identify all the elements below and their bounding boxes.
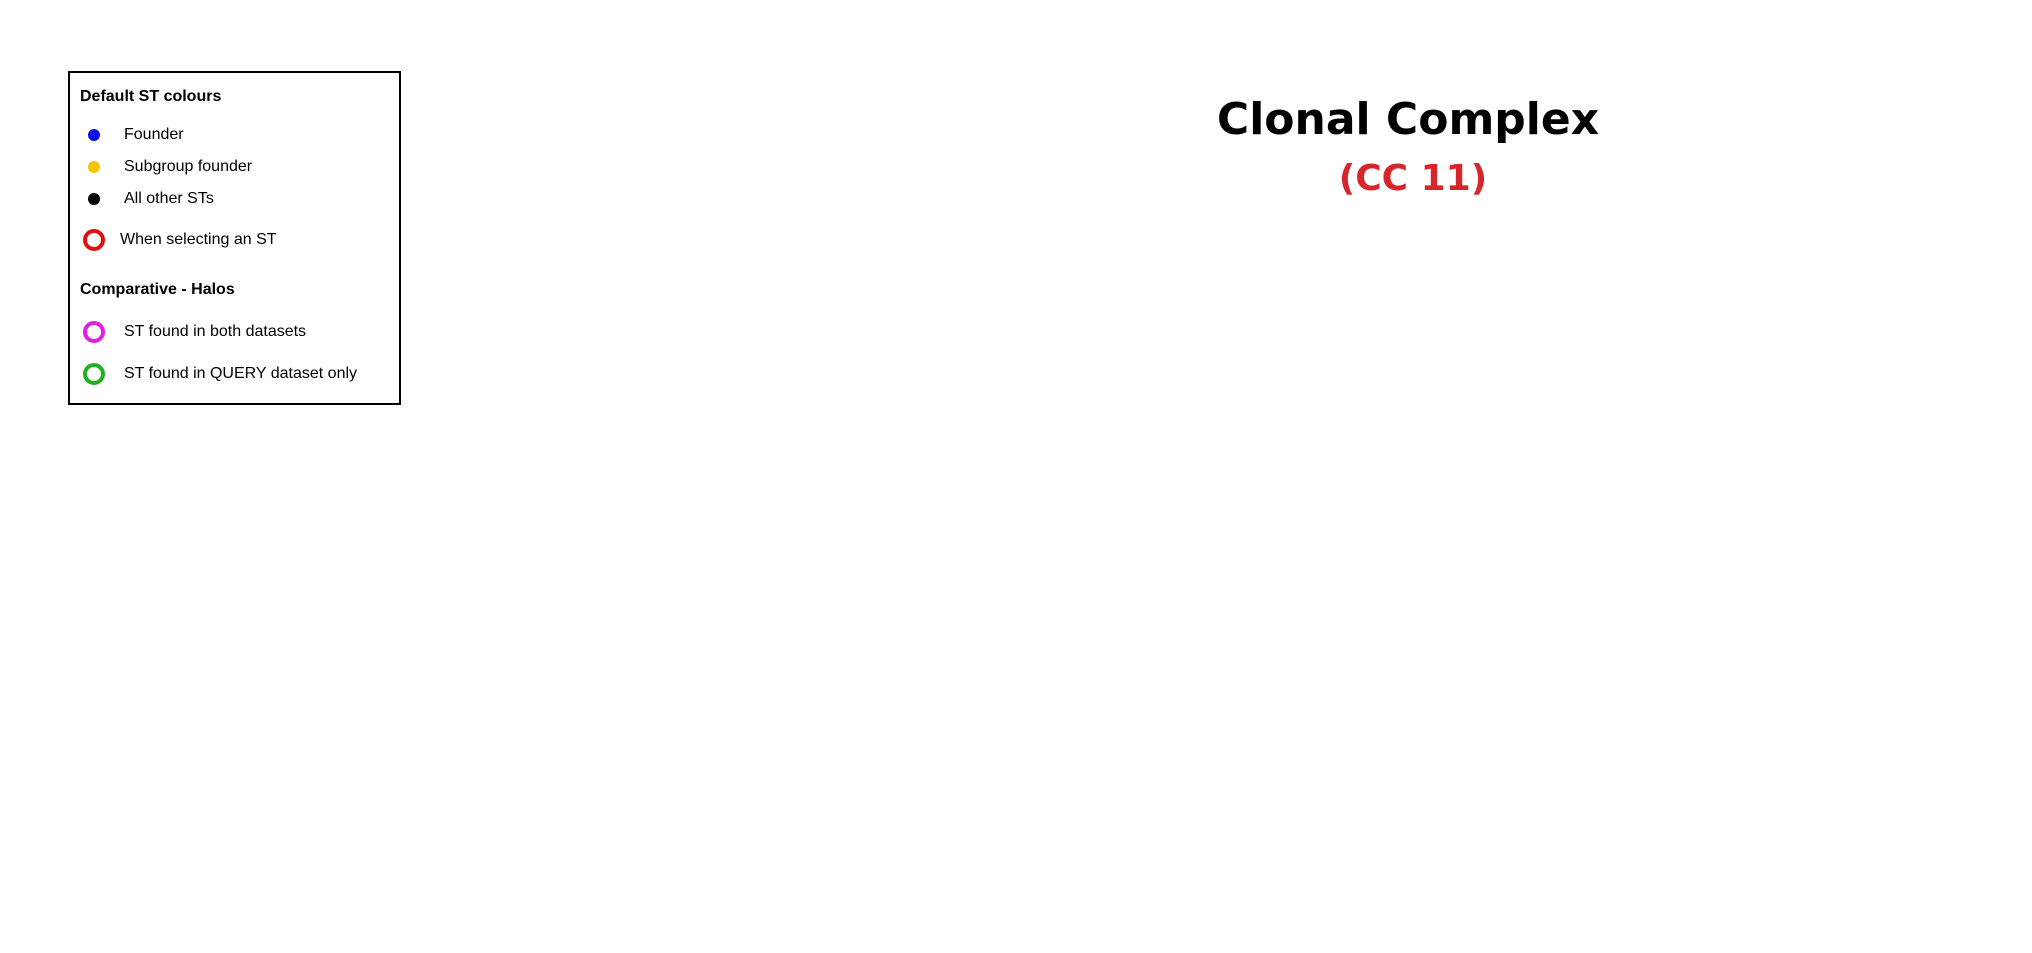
legend-item: Subgroup founder: [124, 158, 253, 175]
legend-section-title: Comparative - Halos: [80, 281, 235, 298]
legend-swatch: [88, 161, 100, 173]
legend: Default ST colours Founder Subgroup foun…: [68, 71, 401, 405]
legend-swatch: [88, 129, 100, 141]
legend-swatch: [88, 193, 100, 205]
title: Clonal Complex: [1217, 94, 1599, 145]
legend-item: All other STs: [124, 190, 214, 207]
legend-box: [68, 71, 401, 405]
legend-swatch: [83, 229, 105, 251]
legend-item: ST found in QUERY dataset only: [124, 365, 357, 382]
legend-item: Founder: [124, 126, 184, 143]
legend-item: When selecting an ST: [120, 231, 277, 248]
legend-item: ST found in both datasets: [124, 323, 306, 340]
subtitle: (CC 11): [1339, 158, 1487, 199]
legend-swatch: [83, 321, 105, 343]
legend-swatch: [83, 363, 105, 385]
legend-section-title: Default ST colours: [80, 88, 221, 105]
